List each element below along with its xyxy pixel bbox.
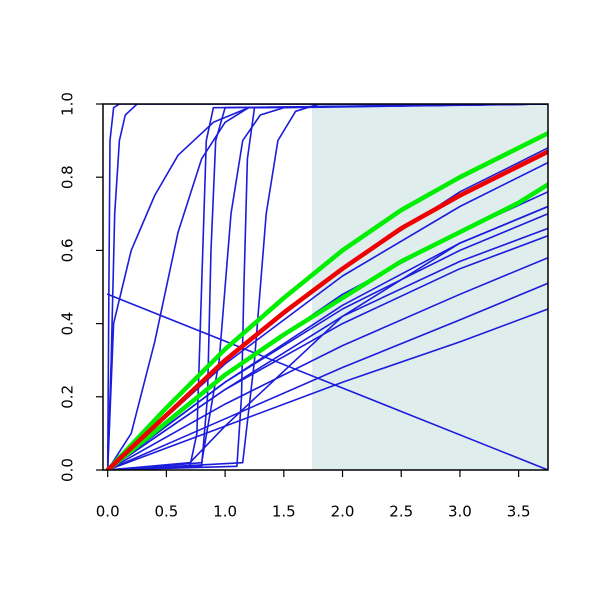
series-line <box>106 235 548 470</box>
series-line <box>106 256 548 470</box>
y-tick-label: 0.2 <box>59 385 77 409</box>
series-line <box>106 104 548 470</box>
y-tick-label: 1.0 <box>59 92 77 116</box>
x-tick-label: 2.5 <box>389 503 413 521</box>
x-tick-label: 0.5 <box>154 503 178 521</box>
series-line <box>106 104 548 470</box>
y-tick-label: 0.4 <box>59 312 77 336</box>
series-line <box>106 282 548 470</box>
y-tick-label: 0.6 <box>59 238 77 262</box>
x-tick-label: 3.5 <box>507 503 531 521</box>
series-line <box>105 149 548 470</box>
y-tick-label: 0.8 <box>59 165 77 189</box>
series-line <box>105 182 548 470</box>
series-line <box>106 205 548 470</box>
series-line <box>106 104 548 470</box>
plot-area <box>105 104 548 470</box>
series-line <box>105 131 548 470</box>
shaded-region <box>311 104 548 470</box>
x-tick-label: 0.0 <box>96 503 120 521</box>
x-tick-label: 2.0 <box>331 503 355 521</box>
series-line <box>106 213 548 470</box>
plot-frame <box>102 103 549 471</box>
series-line <box>106 104 548 470</box>
x-tick-label: 1.5 <box>272 503 296 521</box>
y-tick-label: 0.0 <box>59 458 77 482</box>
series-line <box>106 293 548 470</box>
x-tick-label: 3.0 <box>448 503 472 521</box>
series-line <box>106 104 548 470</box>
series-line <box>106 104 548 470</box>
series-line <box>106 104 548 470</box>
series-line <box>106 308 548 470</box>
x-tick-label: 1.0 <box>213 503 237 521</box>
